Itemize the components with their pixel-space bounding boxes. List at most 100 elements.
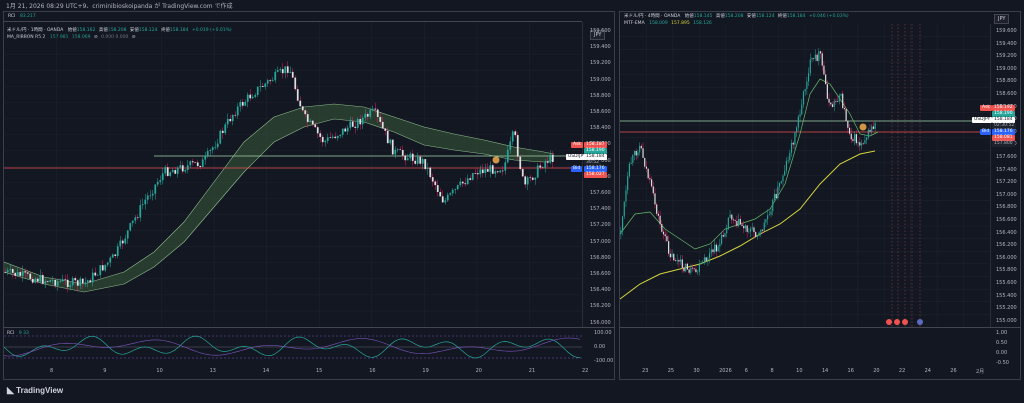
candle — [855, 130, 857, 146]
left-rci-top-row: RCI 83.217 — [4, 13, 582, 22]
candle — [29, 271, 32, 280]
settings-icon[interactable]: ⊘ — [131, 35, 136, 40]
candle — [374, 102, 377, 114]
price-tick: 157.200 — [996, 179, 1017, 186]
candle — [739, 215, 741, 225]
candle — [501, 165, 504, 176]
left-title: 米ドル/円 · 1時間 · OANDA — [7, 28, 64, 33]
candle — [801, 99, 803, 116]
price-tick: 157.400 — [996, 166, 1017, 173]
price-tick: 157.400 — [590, 206, 611, 213]
event-flag-icon[interactable] — [902, 319, 908, 325]
tradingview-logo[interactable]: ◣ TradingView — [7, 385, 63, 396]
left-currency-button[interactable]: JPY — [590, 30, 606, 40]
candle — [381, 116, 384, 130]
right-currency-button[interactable]: JPY — [994, 14, 1010, 24]
right-lower-panel[interactable] — [620, 327, 1021, 367]
price-tick: 156.800 — [590, 254, 611, 261]
right-chart-panel[interactable] — [619, 11, 1021, 380]
candle — [51, 275, 54, 285]
price-tick: 157.200 — [590, 222, 611, 229]
candle — [456, 184, 459, 191]
left-open-label: 始値 — [67, 28, 77, 33]
candle — [186, 159, 189, 174]
candle — [241, 98, 244, 109]
candle — [802, 90, 805, 109]
candle — [286, 61, 289, 78]
candle — [236, 103, 239, 119]
price-tick: 158.800 — [996, 78, 1017, 85]
candle — [166, 163, 169, 177]
candle — [69, 281, 72, 291]
candle — [630, 157, 632, 165]
trade-marker-icon[interactable] — [859, 123, 867, 131]
candle — [346, 125, 349, 135]
candle — [124, 234, 127, 245]
candle — [758, 231, 760, 237]
candle — [715, 242, 718, 258]
settings-icon[interactable]: ⊘ — [93, 35, 98, 40]
candle — [444, 197, 447, 205]
candle — [479, 165, 482, 178]
price-tick: 159.400 — [996, 40, 1017, 47]
candle — [620, 226, 622, 240]
candle — [11, 267, 14, 278]
right-current-price: 158.184 — [992, 117, 1015, 123]
left-rci-panel[interactable] — [4, 327, 615, 367]
candle — [341, 128, 344, 138]
candle — [149, 190, 152, 199]
candle — [707, 256, 709, 266]
candle — [531, 176, 534, 181]
left-open-value: 158.162 — [76, 28, 96, 33]
candle — [426, 162, 429, 175]
right-high-value: 158.208 — [724, 14, 744, 19]
event-flag-icon[interactable] — [894, 319, 900, 325]
candle — [376, 108, 379, 123]
candle — [642, 142, 644, 158]
candle — [845, 108, 847, 122]
candle — [818, 48, 820, 66]
candle — [731, 214, 733, 224]
candle — [141, 198, 144, 210]
left-mid-price: 158.190 — [584, 148, 607, 154]
candle — [154, 184, 157, 200]
candle — [329, 132, 332, 139]
right-candle-chart[interactable] — [620, 24, 990, 327]
left-chart-panel[interactable] — [3, 11, 615, 380]
trade-marker-icon[interactable] — [492, 156, 500, 164]
price-tick: 155.400 — [996, 292, 1017, 299]
candle — [784, 165, 786, 177]
event-flag-icon[interactable] — [886, 319, 892, 325]
candle — [449, 192, 452, 196]
time-tick: 2026 — [719, 368, 732, 374]
candle — [496, 170, 499, 174]
candle — [66, 274, 69, 293]
price-tick: 156.000 — [590, 319, 611, 326]
candle — [464, 177, 467, 187]
price-tick: 156.200 — [590, 303, 611, 310]
chart-header: 1月 21, 2026 08:29 UTC+9、criminibioskoipa… — [6, 3, 233, 10]
right-price-axis[interactable] — [990, 24, 1022, 327]
candle — [409, 151, 412, 162]
candle — [31, 276, 34, 285]
candle — [94, 267, 97, 277]
right-high-label: 高値 — [715, 14, 725, 19]
candle — [304, 108, 307, 118]
candle — [461, 181, 464, 187]
candle — [819, 50, 822, 59]
candle — [119, 236, 122, 249]
candle — [486, 163, 489, 172]
left-price-axis[interactable] — [582, 22, 616, 327]
ema-yellow-line — [620, 150, 876, 300]
candle — [717, 244, 719, 252]
candle — [727, 217, 729, 231]
event-flag-icon[interactable] — [917, 319, 923, 325]
candle — [299, 96, 302, 107]
candle — [221, 127, 224, 139]
candle — [729, 210, 731, 219]
candle — [772, 198, 774, 216]
candle — [835, 98, 837, 105]
left-high-label: 高値 — [98, 28, 108, 33]
candle — [673, 253, 675, 261]
left-candle-chart[interactable] — [4, 22, 582, 327]
